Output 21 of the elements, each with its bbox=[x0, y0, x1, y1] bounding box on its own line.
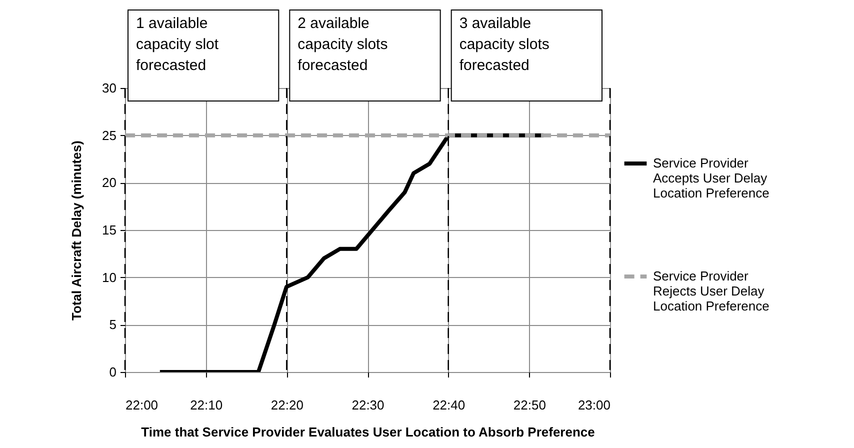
y-tick-label: 30 bbox=[102, 80, 116, 96]
x-tick-label: 22:30 bbox=[352, 398, 384, 412]
y-tick-label: 0 bbox=[109, 364, 116, 380]
y-tick-label: 15 bbox=[102, 222, 116, 238]
y-tick-label: 20 bbox=[102, 175, 116, 190]
x-tick-label: 22:40 bbox=[432, 398, 466, 412]
text: 2 available capacity slots forecasted bbox=[298, 15, 388, 74]
x-axis-title: Time that Service Provider Evaluates User Location to Absorb Preference bbox=[141, 424, 595, 440]
y-tick-label: 10 bbox=[102, 270, 116, 285]
legend-label: Service Provider Accepts User Delay Location Preference bbox=[653, 156, 770, 200]
x-tick-label: 22:50 bbox=[513, 398, 546, 412]
y-tick-label: 25 bbox=[102, 128, 116, 143]
x-tick-label: 23:00 bbox=[578, 398, 610, 412]
legend-label: Service Provider Rejects User Delay Location Preference bbox=[653, 268, 770, 314]
y-tick-label: 5 bbox=[109, 317, 116, 332]
x-tick-label: 22:20 bbox=[270, 398, 304, 412]
y-axis-title: Total Aircraft Delay (minutes) bbox=[69, 140, 84, 320]
x-tick-label: 22:00 bbox=[126, 398, 158, 412]
text: 1 available capacity slot forecasted bbox=[136, 15, 220, 74]
text: 3 available capacity slots forecasted bbox=[459, 15, 550, 74]
x-tick-label: 22:10 bbox=[190, 398, 223, 412]
